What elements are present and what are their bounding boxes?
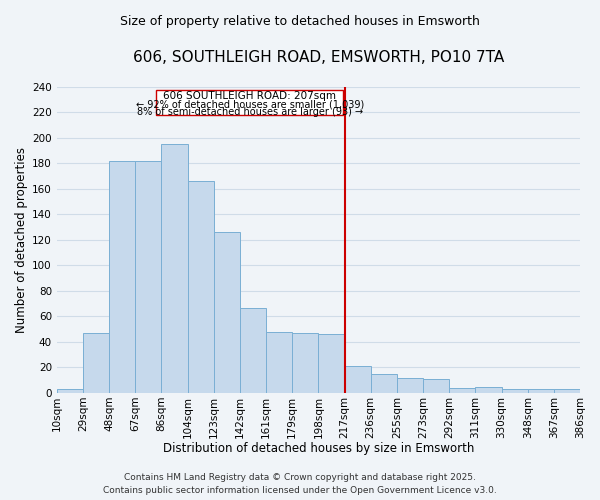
- Bar: [240, 308, 266, 393]
- Bar: [397, 378, 423, 393]
- Bar: [135, 161, 161, 393]
- Bar: [449, 388, 475, 393]
- Bar: [156, 90, 343, 115]
- Bar: [266, 332, 292, 393]
- Bar: [292, 333, 319, 393]
- Bar: [188, 182, 214, 393]
- Bar: [344, 366, 371, 393]
- Bar: [502, 389, 527, 393]
- Text: 8% of semi-detached houses are larger (93) →: 8% of semi-detached houses are larger (9…: [137, 108, 363, 118]
- Bar: [57, 389, 83, 393]
- Y-axis label: Number of detached properties: Number of detached properties: [15, 147, 28, 333]
- Bar: [554, 389, 580, 393]
- Bar: [423, 379, 449, 393]
- Bar: [475, 386, 502, 393]
- Text: 606 SOUTHLEIGH ROAD: 207sqm: 606 SOUTHLEIGH ROAD: 207sqm: [163, 92, 336, 102]
- Text: Contains HM Land Registry data © Crown copyright and database right 2025.
Contai: Contains HM Land Registry data © Crown c…: [103, 474, 497, 495]
- Title: 606, SOUTHLEIGH ROAD, EMSWORTH, PO10 7TA: 606, SOUTHLEIGH ROAD, EMSWORTH, PO10 7TA: [133, 50, 504, 65]
- Bar: [161, 144, 188, 393]
- Text: ← 92% of detached houses are smaller (1,039): ← 92% of detached houses are smaller (1,…: [136, 100, 364, 110]
- Bar: [527, 389, 554, 393]
- Bar: [371, 374, 397, 393]
- Bar: [214, 232, 240, 393]
- X-axis label: Distribution of detached houses by size in Emsworth: Distribution of detached houses by size …: [163, 442, 474, 455]
- Bar: [319, 334, 344, 393]
- Bar: [83, 333, 109, 393]
- Text: Size of property relative to detached houses in Emsworth: Size of property relative to detached ho…: [120, 15, 480, 28]
- Bar: [109, 161, 135, 393]
